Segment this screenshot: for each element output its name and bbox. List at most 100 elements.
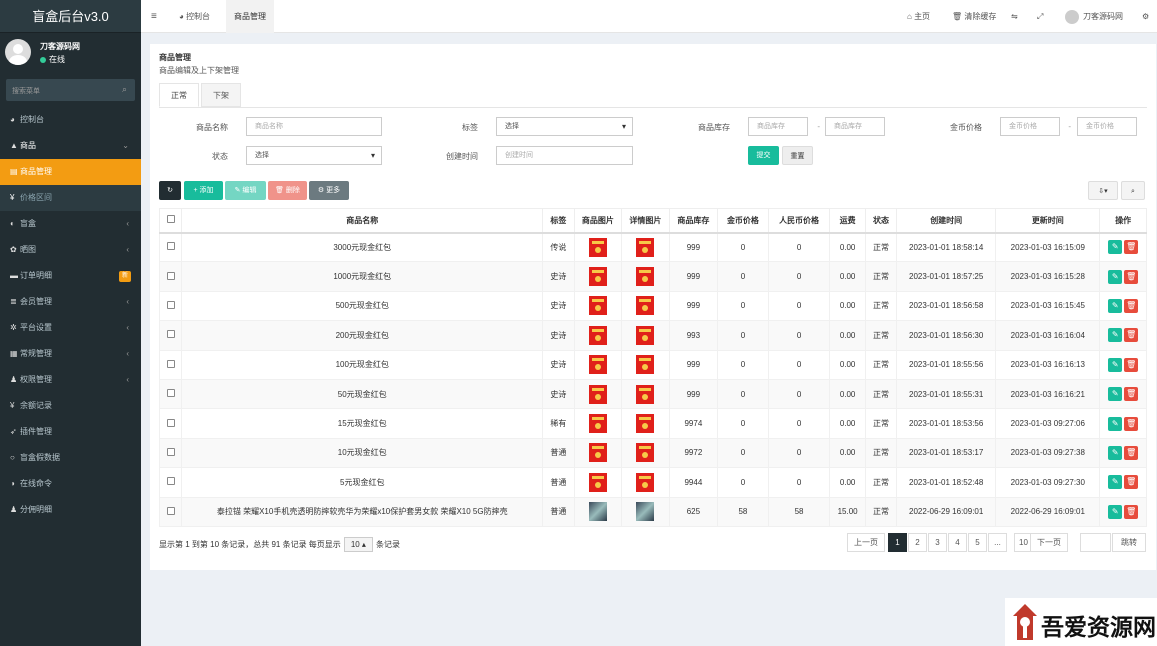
page-number-button[interactable]: 5 — [968, 533, 987, 552]
tab-normal[interactable]: 正常 — [159, 83, 199, 107]
search-toggle-button[interactable]: ⌕ — [1121, 181, 1145, 200]
row-checkbox[interactable] — [158, 231, 183, 263]
page-jump-button[interactable]: 跳转 — [1112, 533, 1146, 552]
row-checkbox[interactable] — [158, 320, 183, 351]
sidebar-item-10[interactable]: ♟ 权限管理 ‹ — [0, 367, 141, 393]
created-input[interactable]: 创建时间 — [496, 146, 633, 165]
search-icon[interactable]: ⌕ — [121, 84, 127, 94]
delete-row-button[interactable]: 🗑 — [1124, 298, 1139, 313]
cell-status[interactable]: 正常 — [864, 437, 898, 469]
sidebar-item-9[interactable]: ▦ 常规管理 ‹ — [0, 341, 141, 367]
detail-image[interactable] — [636, 472, 655, 492]
cell-tag[interactable]: 普通 — [542, 467, 575, 498]
table-row[interactable]: 10元现金红包 普通 9972 0 0 0.00 正常 2023-01-01 18:53:17… — [158, 437, 1147, 469]
col-freight[interactable]: 运费 — [829, 208, 866, 234]
delete-button[interactable]: 🗑 删除 — [268, 181, 307, 200]
delete-row-button[interactable]: 🗑 — [1124, 269, 1139, 284]
gold-max-input[interactable]: 金币价格 — [1077, 117, 1137, 136]
submit-button[interactable]: 提交 — [748, 146, 779, 165]
page-number-button[interactable]: 4 — [948, 533, 967, 552]
delete-row-button[interactable]: 🗑 — [1124, 328, 1139, 343]
table-row[interactable]: 3000元现金红包 传说 999 0 0 0.00 正常 2023-01-01 18:58:1… — [158, 231, 1147, 263]
translate-icon[interactable]: ⇋ — [1011, 12, 1018, 21]
table-row[interactable]: 1000元现金红包 史诗 999 0 0 0.00 正常 2023-01-01 18:57:2… — [158, 261, 1147, 292]
delete-row-button[interactable]: 🗑 — [1124, 504, 1139, 519]
delete-row-button[interactable]: 🗑 — [1124, 240, 1139, 255]
cell-tag[interactable]: 史诗 — [542, 349, 575, 380]
edit-row-button[interactable]: ✎ — [1108, 416, 1123, 431]
sidebar-item-15[interactable]: ♟ 分佣明细 — [0, 497, 141, 523]
fullscreen-icon[interactable]: ⤢ — [1037, 12, 1044, 21]
delete-row-button[interactable]: 🗑 — [1124, 357, 1139, 372]
sidebar-item-0[interactable]: ◕ 控制台 — [0, 107, 141, 133]
edit-row-button[interactable]: ✎ — [1108, 445, 1123, 460]
delete-row-button[interactable]: 🗑 — [1124, 445, 1139, 460]
col-tag[interactable]: 标签 — [542, 208, 575, 234]
cell-tag[interactable]: 传说 — [542, 231, 575, 263]
menu-search-input[interactable]: 搜索菜单 ⌕ — [6, 79, 135, 101]
detail-image[interactable] — [636, 296, 655, 316]
cell-tag[interactable]: 史诗 — [542, 320, 575, 351]
page-number-button[interactable]: ... — [988, 533, 1007, 552]
page-size-select[interactable]: 10 ▴ — [343, 537, 373, 552]
name-input[interactable]: 商品名称 — [246, 117, 382, 136]
select-all-checkbox[interactable] — [158, 208, 183, 234]
product-image[interactable] — [588, 472, 607, 492]
detail-image[interactable] — [636, 355, 655, 375]
gold-min-input[interactable]: 金币价格 — [1000, 117, 1060, 136]
tag-select[interactable]: 选择 — [496, 117, 633, 136]
cell-status[interactable]: 正常 — [864, 408, 898, 439]
row-checkbox[interactable] — [158, 408, 183, 439]
detail-image[interactable] — [636, 325, 655, 345]
sidebar-item-11[interactable]: ¥ 余额记录 — [0, 393, 141, 419]
edit-row-button[interactable]: ✎ — [1108, 475, 1123, 490]
cell-status[interactable]: 正常 — [864, 349, 898, 380]
product-image[interactable] — [588, 443, 607, 463]
col-gold[interactable]: 金币价格 — [717, 208, 769, 234]
edit-row-button[interactable]: ✎ — [1108, 328, 1123, 343]
tab-goods[interactable]: 商品管理 — [226, 0, 274, 33]
sidebar-item-8[interactable]: ✲ 平台设置 ‹ — [0, 315, 141, 341]
home-link[interactable]: ⌂ 主页 — [907, 0, 930, 33]
sidebar-item-5[interactable]: ✿ 晒图 ‹ — [0, 237, 141, 263]
cell-status[interactable]: 正常 — [864, 496, 898, 527]
delete-row-button[interactable]: 🗑 — [1124, 475, 1139, 490]
table-row[interactable]: 500元现金红包 史诗 999 0 0 0.00 正常 2023-01-01 18:56:58… — [158, 290, 1147, 322]
product-image[interactable] — [588, 267, 607, 287]
table-row[interactable]: 200元现金红包 史诗 993 0 0 0.00 正常 2023-01-01 18:56:30… — [158, 320, 1147, 351]
product-image[interactable] — [588, 414, 607, 434]
table-row[interactable]: 泰拉锚 荣耀X10手机壳透明防摔软壳华为荣耀x10保护套男女款 荣耀X10 5G… — [158, 496, 1147, 527]
menu-toggle-icon[interactable]: ≡ — [151, 11, 157, 22]
edit-row-button[interactable]: ✎ — [1108, 504, 1123, 519]
row-checkbox[interactable] — [158, 349, 183, 380]
settings-icon[interactable]: ⚙ — [1142, 12, 1150, 21]
cell-status[interactable]: 正常 — [864, 320, 898, 351]
stock-min-input[interactable]: 商品库存 — [748, 117, 808, 136]
user-menu[interactable]: 刀客源码网 — [1065, 0, 1123, 33]
reset-button[interactable]: 重置 — [782, 146, 813, 165]
more-button[interactable]: ⚙ 更多 — [309, 181, 349, 200]
product-image[interactable] — [588, 296, 607, 316]
cell-status[interactable]: 正常 — [864, 378, 898, 410]
sidebar-item-14[interactable]: ◑ 在线命令 — [0, 471, 141, 497]
cell-status[interactable]: 正常 — [864, 467, 898, 498]
page-jump-input[interactable] — [1080, 533, 1111, 552]
edit-row-button[interactable]: ✎ — [1108, 240, 1123, 255]
product-image[interactable] — [588, 502, 607, 522]
edit-row-button[interactable]: ✎ — [1108, 387, 1123, 402]
app-logo[interactable]: 盲盒后台v3.0 — [0, 0, 141, 33]
status-select[interactable]: 选择 — [246, 146, 382, 165]
stock-max-input[interactable]: 商品库存 — [825, 117, 885, 136]
sidebar-item-1[interactable]: ▲ 商品 ⌄ — [0, 133, 141, 159]
add-button[interactable]: + 添加 — [184, 181, 223, 200]
product-image[interactable] — [588, 325, 607, 345]
edit-row-button[interactable]: ✎ — [1108, 298, 1123, 313]
row-checkbox[interactable] — [158, 437, 183, 469]
col-rmb[interactable]: 人民币价格 — [767, 208, 831, 234]
detail-image[interactable] — [636, 414, 655, 434]
sidebar-item-12[interactable]: ➶ 插件管理 — [0, 419, 141, 445]
cell-tag[interactable]: 普通 — [542, 437, 575, 469]
detail-image[interactable] — [636, 267, 655, 287]
export-button[interactable]: ⇩▾ — [1088, 181, 1118, 200]
table-row[interactable]: 5元现金红包 普通 9944 0 0 0.00 正常 2023-01-01 18:52:48 2… — [158, 467, 1147, 498]
